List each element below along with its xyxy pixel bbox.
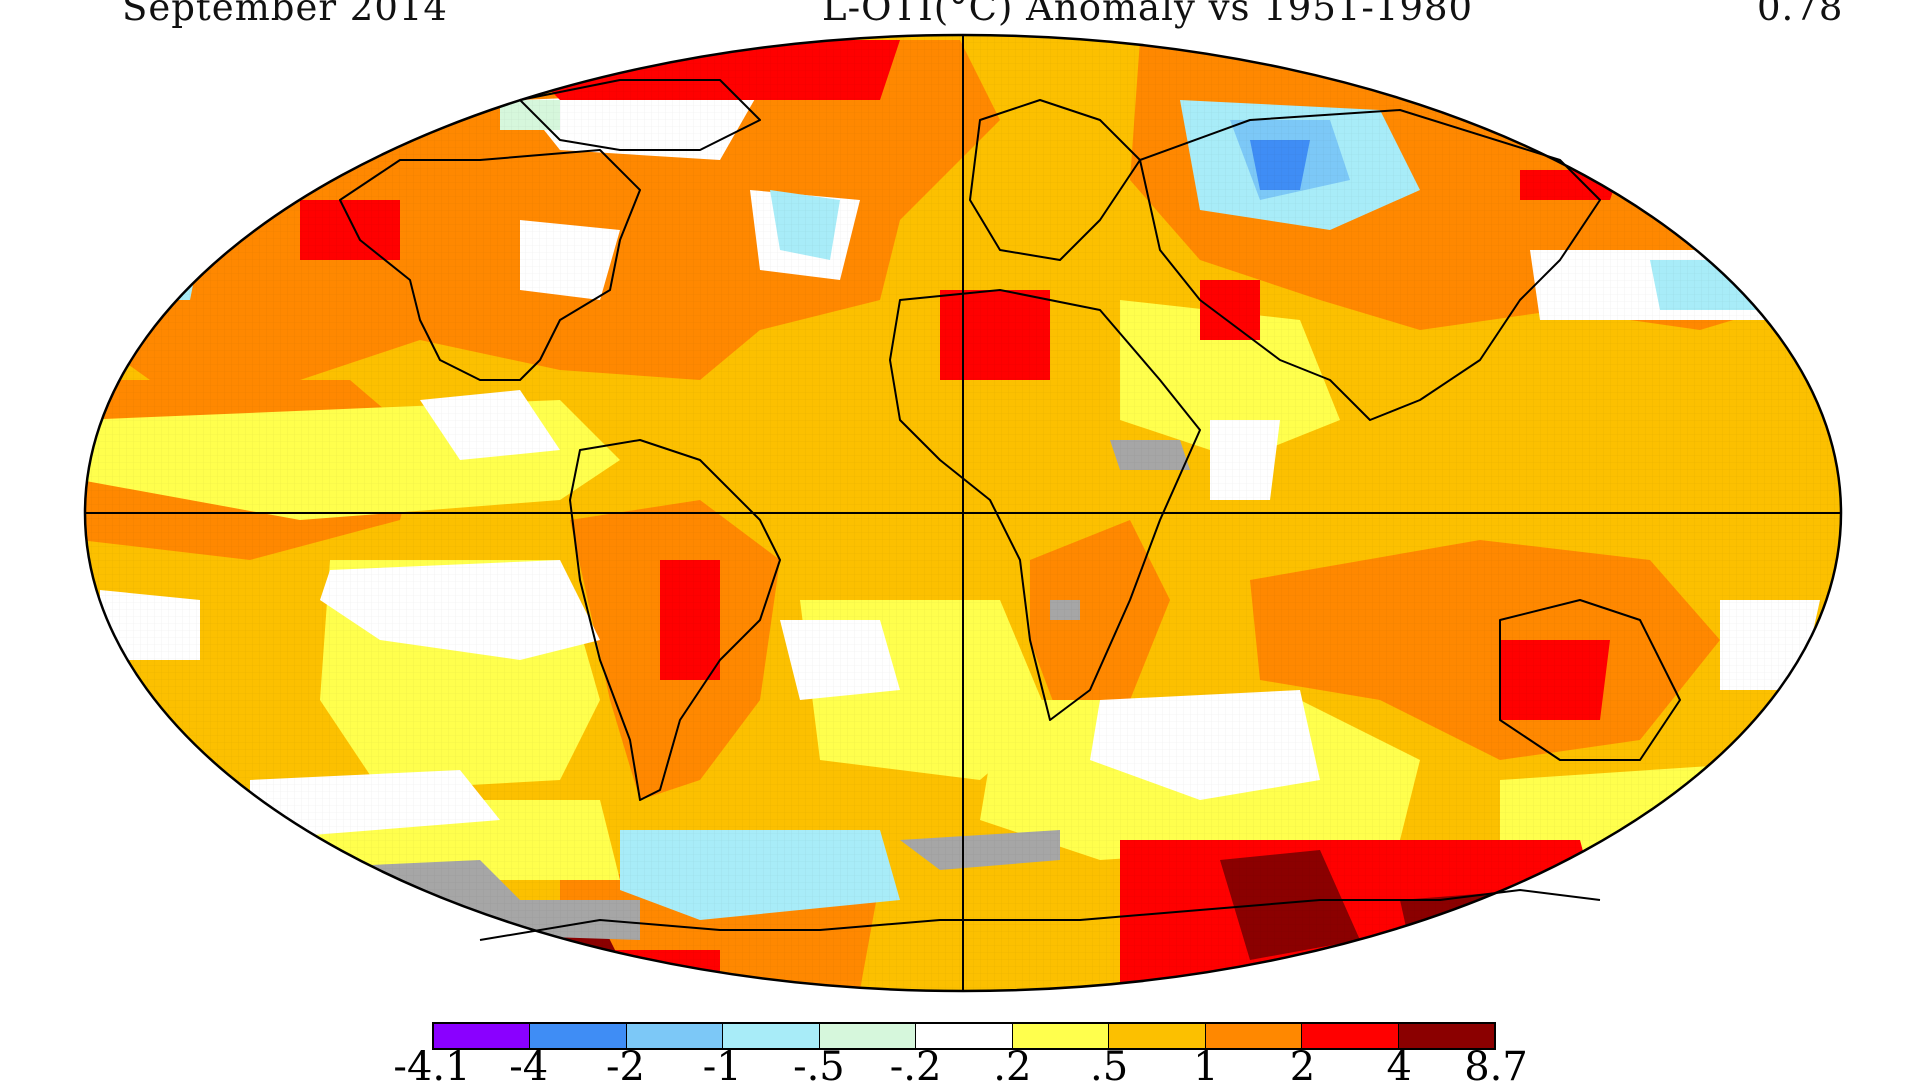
colorbar-segment [916, 1024, 1013, 1048]
world-anomaly-map [83, 33, 1843, 993]
field-grid [85, 35, 1841, 991]
coast-antarctica [479, 889, 1601, 941]
global-mean-value: 0.78 [1757, 0, 1844, 29]
colorbar-tick-label: -2 [605, 1044, 645, 1090]
colorbar-tick-label: 2 [1289, 1044, 1316, 1090]
map-quantity-title: L-OTI(°C) Anomaly vs 1951-1980 [822, 0, 1474, 29]
colorbar-segment [723, 1024, 820, 1048]
colorbar-segment [1205, 1024, 1303, 1048]
colorbar-segment [1012, 1024, 1110, 1048]
colorbar-segment [434, 1024, 531, 1048]
coast-greenland [519, 79, 761, 151]
colorbar-tick-label: -.5 [793, 1044, 845, 1090]
colorbar-tick-label: .5 [1089, 1044, 1129, 1090]
coast-asia [1139, 109, 1601, 421]
colorbar-segment [1109, 1024, 1206, 1048]
anomaly-field [85, 35, 1841, 991]
colorbar [432, 1022, 1496, 1050]
colorbar-segment [530, 1024, 627, 1048]
colorbar-segment [1398, 1024, 1494, 1048]
map-month-title: September 2014 [122, 0, 448, 29]
colorbar-tick-label: -4 [509, 1044, 549, 1090]
coast-north-america [339, 149, 641, 381]
colorbar-segment [626, 1024, 724, 1048]
colorbar-segment [1302, 1024, 1399, 1048]
colorbar-tick-label: 4 [1386, 1044, 1412, 1090]
coast-australia [1499, 599, 1681, 761]
map-svg [83, 33, 1843, 993]
coast-europe [969, 99, 1141, 261]
coastlines [339, 79, 1681, 941]
colorbar-tick-label: 8.7 [1464, 1044, 1528, 1090]
globe-outline [83, 33, 1843, 993]
colorbar-tick-label: -1 [702, 1044, 742, 1090]
colorbar-tick-label: -4.1 [393, 1044, 471, 1090]
colorbar-tick-label: 1 [1193, 1044, 1219, 1090]
colorbar-segment [819, 1024, 917, 1048]
colorbar-tick-label: -.2 [889, 1044, 942, 1090]
colorbar-tick-label: .2 [993, 1044, 1032, 1090]
coast-south-america [569, 439, 781, 801]
coast-africa [889, 289, 1201, 721]
field-red-arctic-east [1440, 80, 1560, 120]
